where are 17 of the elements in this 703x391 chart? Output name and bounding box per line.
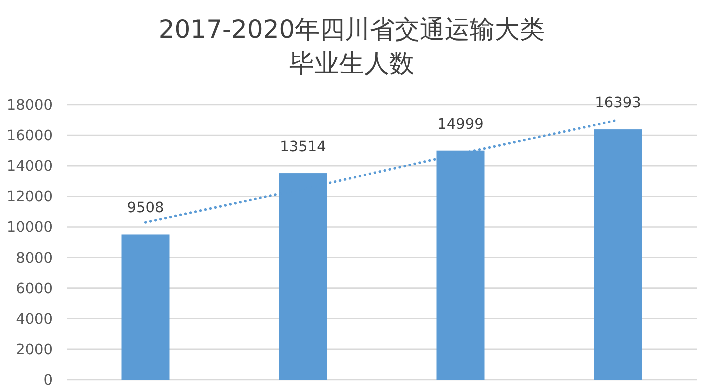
y-tick-label: 4000 bbox=[16, 312, 53, 328]
y-tick-label: 14000 bbox=[6, 159, 53, 176]
y-tick-label: 8000 bbox=[16, 250, 53, 267]
y-tick-label: 16000 bbox=[6, 128, 53, 145]
y-tick-label: 18000 bbox=[6, 98, 53, 114]
y-tick-label: 2000 bbox=[16, 342, 53, 358]
bar bbox=[122, 234, 170, 380]
data-label: 13514 bbox=[280, 140, 326, 156]
data-label: 14999 bbox=[438, 116, 484, 133]
data-label: 16393 bbox=[595, 96, 642, 112]
title: 2017-2020年四川省交通运输大类毕业生人数 bbox=[158, 15, 546, 78]
y-tick-label: 10000 bbox=[6, 220, 53, 236]
y-tick-label: 6000 bbox=[16, 281, 53, 298]
y-tick-label: 12000 bbox=[6, 190, 53, 206]
bar bbox=[594, 130, 642, 380]
y-tick-label: 0 bbox=[44, 373, 53, 389]
data-label: 9508 bbox=[127, 200, 164, 217]
